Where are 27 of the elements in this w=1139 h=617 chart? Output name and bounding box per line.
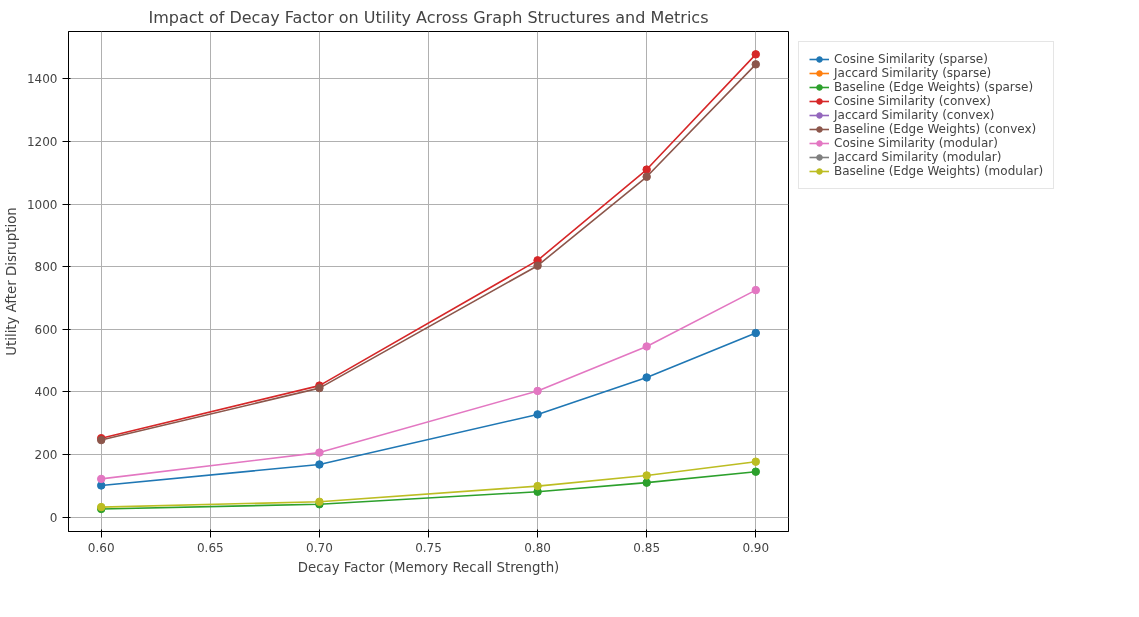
legend-label: Jaccard Similarity (sparse) — [834, 66, 992, 80]
x-axis-title: Decay Factor (Memory Recall Strength) — [297, 559, 560, 575]
y-tick-label: 0 — [49, 510, 58, 525]
x-tick-label: 0.80 — [524, 540, 551, 555]
legend-label: Cosine Similarity (convex) — [834, 94, 991, 108]
legend-label: Cosine Similarity (modular) — [834, 136, 998, 150]
y-axis-title: Utility After Disruption — [3, 207, 19, 356]
y-tick-label: 800 — [34, 260, 58, 275]
x-tick-label: 0.70 — [306, 540, 333, 555]
legend-label: Baseline (Edge Weights) (convex) — [834, 122, 1037, 136]
y-tick-label: 400 — [34, 385, 58, 400]
x-tick-label: 0.90 — [742, 540, 770, 555]
legend-label: Cosine Similarity (sparse) — [834, 52, 988, 66]
x-tick-label: 0.60 — [87, 540, 115, 555]
legend-label: Jaccard Similarity (modular) — [834, 150, 1002, 164]
y-tick-label: 1400 — [26, 72, 58, 87]
x-tick-label: 0.65 — [196, 540, 224, 555]
legend-label: Jaccard Similarity (convex) — [834, 108, 995, 122]
y-tick-label: 1200 — [26, 134, 58, 149]
x-tick-label: 0.75 — [415, 540, 442, 555]
chart-title: Impact of Decay Factor on Utility Across Graph Structures and Metrics — [148, 7, 709, 27]
y-tick-label: 200 — [34, 447, 58, 462]
y-tick-label: 600 — [34, 322, 58, 337]
y-tick-label: 1000 — [26, 197, 58, 212]
x-tick-label: 0.85 — [633, 540, 661, 555]
legend-label: Baseline (Edge Weights) (modular) — [834, 164, 1044, 178]
legend-label: Baseline (Edge Weights) (sparse) — [834, 80, 1034, 94]
